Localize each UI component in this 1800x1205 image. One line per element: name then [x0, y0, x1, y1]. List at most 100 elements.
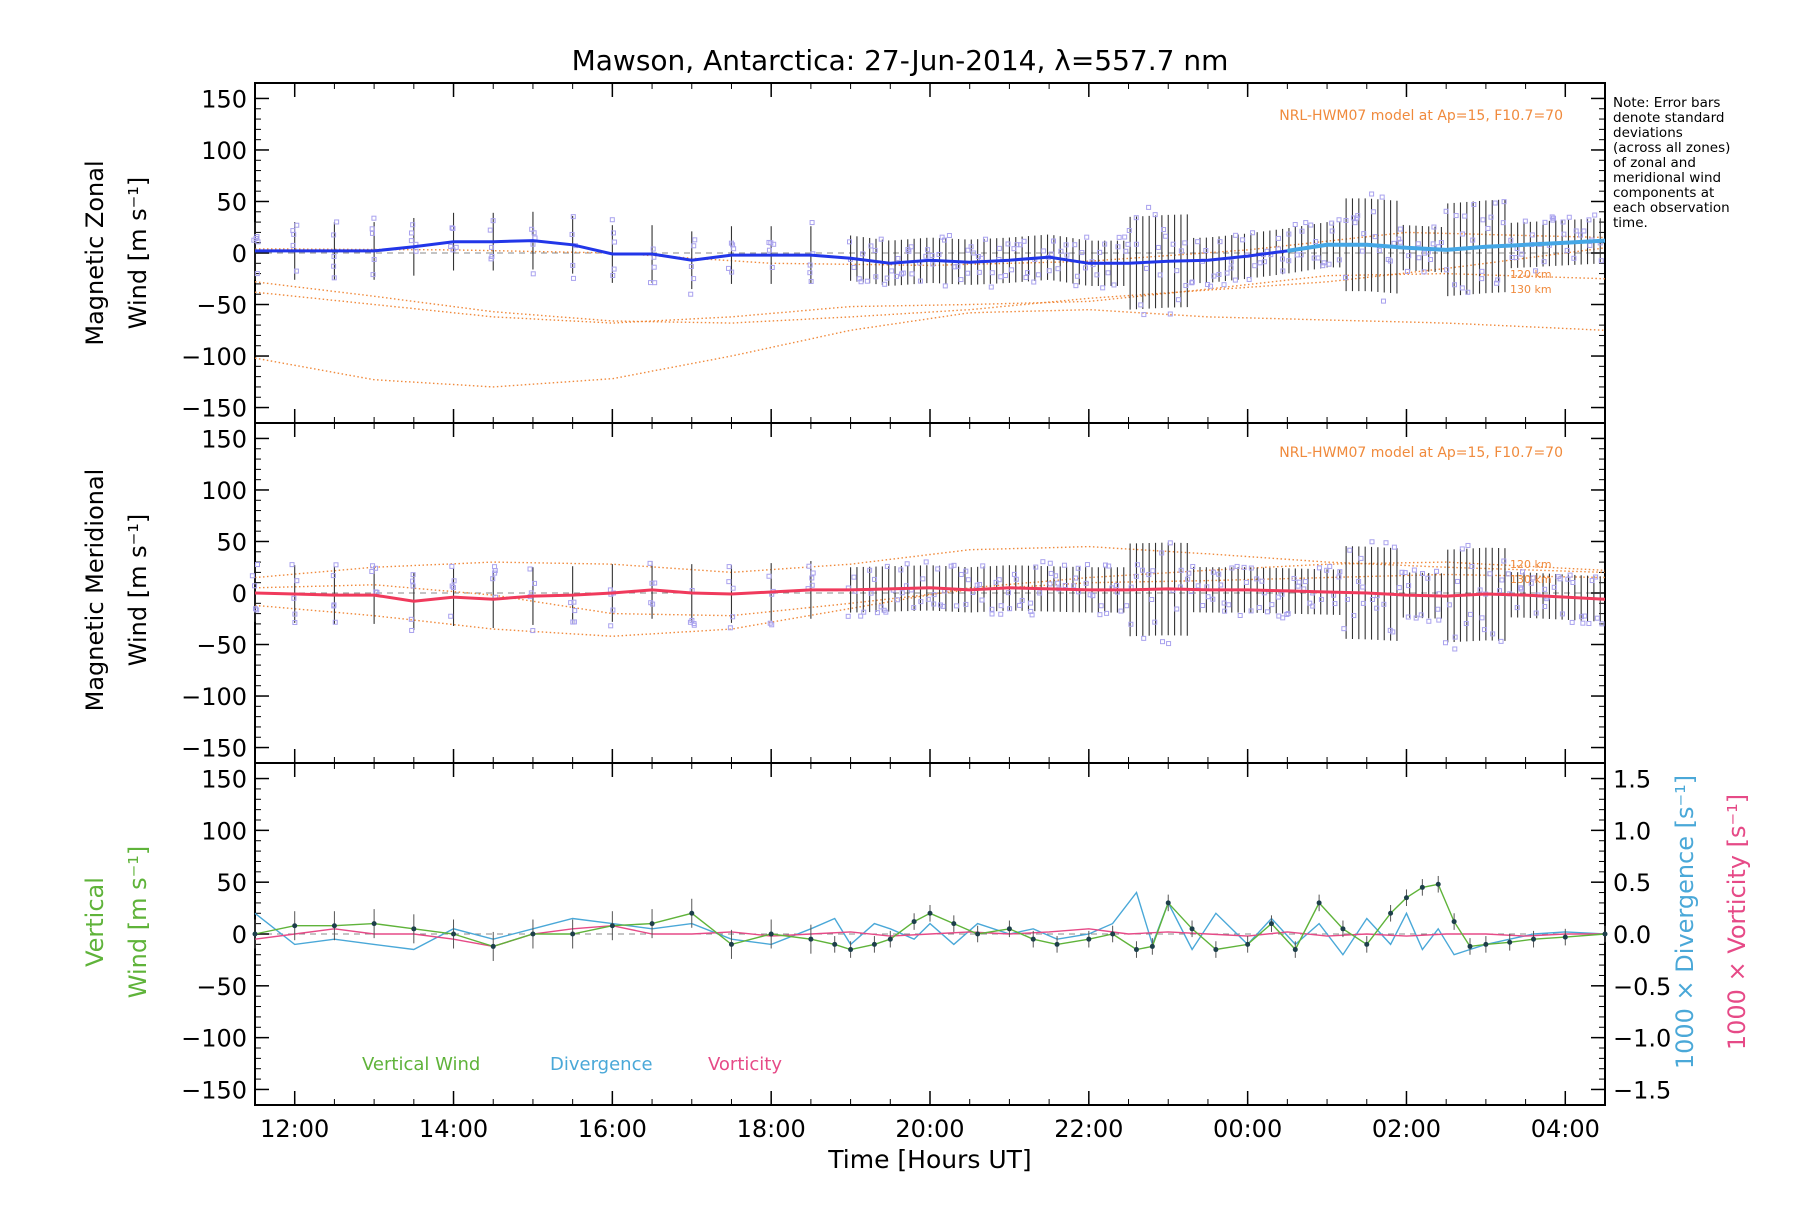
scatter-point	[453, 244, 459, 250]
scatter-point	[530, 628, 536, 634]
scatter-point	[332, 619, 338, 625]
scatter-point	[370, 272, 376, 278]
scatter-point	[1313, 239, 1319, 245]
scatter-point	[769, 264, 775, 270]
scatter-point	[1343, 217, 1349, 223]
scatter-point	[1174, 268, 1180, 274]
scatter-point	[1183, 283, 1189, 289]
scatter-point	[1435, 606, 1441, 612]
vertical-wind-point	[1030, 936, 1036, 942]
scatter-point	[1138, 302, 1144, 308]
scatter-point	[1203, 248, 1209, 254]
scatter-point	[1047, 581, 1053, 587]
y2-tick-label: −1.0	[1613, 1025, 1671, 1053]
scatter-point	[1310, 603, 1316, 609]
scatter-point	[1124, 603, 1130, 609]
scatter-point	[1041, 248, 1047, 254]
scatter-point	[998, 603, 1004, 609]
scatter-point	[1442, 640, 1448, 646]
scatter-point	[1055, 266, 1061, 272]
scatter-point	[293, 268, 299, 274]
scatter-point	[868, 590, 874, 596]
y-tick-label: 100	[201, 817, 247, 845]
scatter-point	[925, 247, 931, 253]
scatter-point	[1224, 270, 1230, 276]
scatter-point	[925, 596, 931, 602]
scatter-point	[1465, 289, 1471, 295]
scatter-point	[1286, 258, 1292, 264]
scatter-point	[958, 571, 964, 577]
scatter-point	[847, 239, 853, 245]
scatter-point	[449, 225, 455, 231]
y-label-meridional-2: Wind [m s⁻¹]	[124, 514, 152, 666]
scatter-point	[1551, 215, 1557, 221]
scatter-point	[1315, 255, 1321, 261]
scatter-point	[1051, 238, 1057, 244]
scatter-point	[1071, 583, 1077, 589]
scatter-point	[808, 278, 814, 284]
scatter-point	[369, 226, 375, 232]
scatter-point	[1159, 550, 1165, 556]
scatter-point	[1359, 248, 1365, 254]
scatter-point	[1218, 582, 1224, 588]
vertical-wind-point	[451, 931, 457, 937]
scatter-point	[942, 283, 948, 289]
scatter-point	[899, 271, 905, 277]
scatter-point	[569, 231, 575, 237]
scatter-point	[529, 226, 535, 232]
scatter-point	[1063, 242, 1069, 248]
scatter-point	[1404, 268, 1410, 274]
scatter-point	[988, 284, 994, 290]
scatter-point	[1064, 252, 1070, 258]
scatter-point	[1498, 638, 1504, 644]
y2-label-divergence: 1000 × Divergence [s⁻¹]	[1671, 775, 1699, 1069]
scatter-point	[1599, 621, 1605, 627]
scatter-point	[1222, 608, 1228, 614]
scatter-point	[809, 582, 815, 588]
y-tick-label: 100	[201, 137, 247, 165]
scatter-point	[410, 583, 416, 589]
scatter-point	[1141, 312, 1147, 318]
scatter-point	[254, 271, 260, 277]
scatter-point	[1316, 565, 1322, 571]
scatter-point	[1279, 256, 1285, 262]
panel-zonal: 150 100 50 0 −50 −100 −150	[181, 82, 1606, 424]
scatter-point	[899, 590, 905, 596]
vertical-wind-point	[1531, 936, 1537, 942]
note-line: deviations	[1613, 125, 1683, 141]
model-curve	[254, 545, 1606, 579]
x-axis-label: Time [Hours UT]	[827, 1145, 1031, 1174]
scatter-point	[1399, 569, 1405, 575]
vertical-wind-point	[927, 910, 933, 916]
scatter-point	[996, 245, 1002, 251]
scatter-point	[1133, 241, 1139, 247]
y2-label-vorticity: 1000 × Vorticity [s⁻¹]	[1723, 794, 1751, 1050]
scatter-point	[572, 608, 578, 614]
scatter-point	[807, 270, 813, 276]
scatter-point	[1353, 215, 1359, 221]
scatter-point	[292, 611, 298, 617]
scatter-point	[1250, 230, 1256, 236]
scatter-point	[1580, 620, 1586, 626]
scatter-point	[906, 248, 912, 254]
scatter-point	[691, 621, 697, 627]
scatter-point	[1560, 219, 1566, 225]
scatter-point	[952, 264, 958, 270]
scatter-point	[1128, 621, 1134, 627]
vertical-wind-point	[252, 931, 258, 937]
zonal-wind-line-late	[1287, 238, 1606, 253]
scatter-point	[1003, 273, 1009, 279]
scatter-point	[931, 592, 937, 598]
y-tick-label: −150	[181, 1076, 247, 1104]
y2-tick-label: 0.5	[1613, 869, 1651, 897]
scatter-point	[1564, 247, 1570, 253]
scatter-point	[1336, 217, 1342, 223]
scatter-point	[490, 218, 496, 224]
scatter-point	[726, 579, 732, 585]
scatter-point	[923, 559, 929, 565]
scatter-point	[1082, 265, 1088, 271]
scatter-point	[1381, 601, 1387, 607]
scatter-point	[1431, 224, 1437, 230]
scatter-point	[807, 262, 813, 268]
scatter-point	[1166, 641, 1172, 647]
